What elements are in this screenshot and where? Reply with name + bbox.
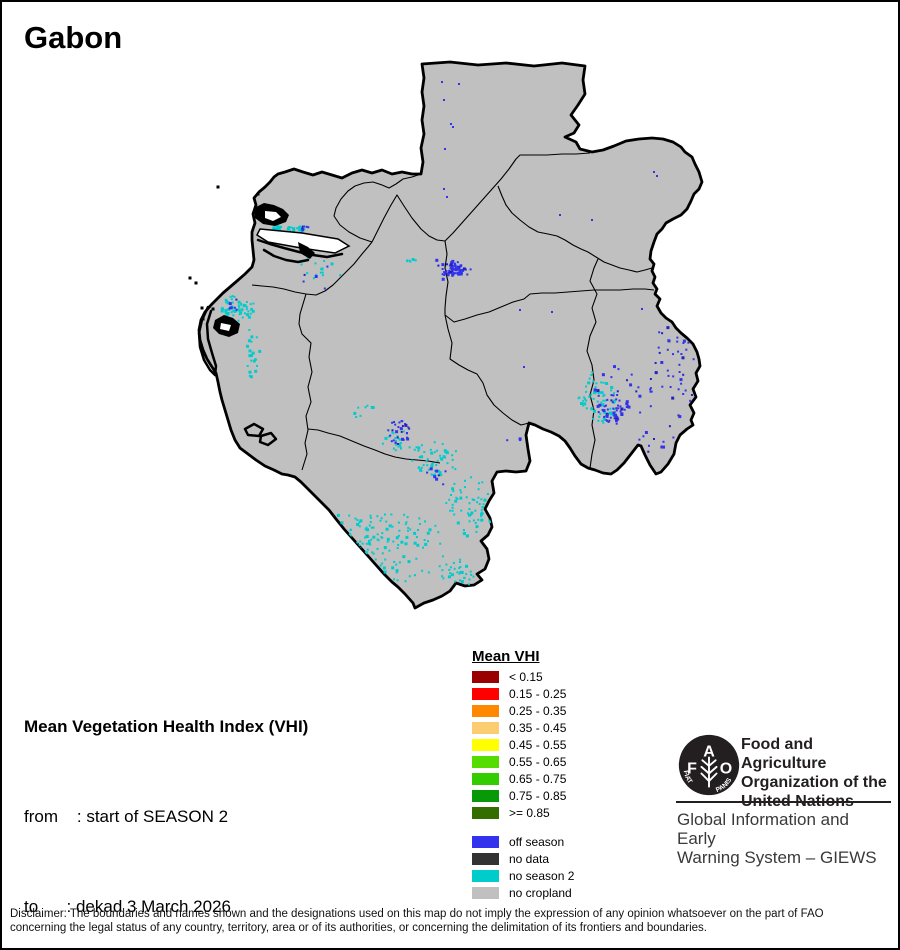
legend-swatch — [472, 790, 499, 802]
legend-label: 0.15 - 0.25 — [509, 687, 567, 701]
legend-label: no season 2 — [509, 869, 575, 883]
legend-swatch — [472, 722, 499, 734]
info-line-title: Mean Vegetation Health Index (VHI) — [24, 717, 309, 736]
legend: Mean VHI < 0.15 0.15 - 0.25 0.25 - 0.35 0.3… — [472, 648, 574, 904]
gabon-map-canvas — [188, 60, 704, 610]
legend-label: 0.75 - 0.85 — [509, 789, 567, 803]
legend-extras: off season no data no season 2 no cropland — [472, 836, 574, 899]
info-line-from: from : start of SEASON 2 — [24, 807, 229, 826]
legend-swatch — [472, 756, 499, 768]
svg-text:O: O — [720, 759, 732, 777]
legend-label: >= 0.85 — [509, 806, 550, 820]
legend-row: 0.75 - 0.85 — [472, 790, 574, 802]
legend-classes: < 0.15 0.15 - 0.25 0.25 - 0.35 0.35 - 0.45 0… — [472, 671, 574, 819]
legend-label: off season — [509, 835, 565, 849]
info-line-to: to : dekad 3 March 2026 — [24, 897, 231, 916]
legend-row: < 0.15 — [472, 671, 574, 683]
svg-text:FIAT: FIAT — [682, 770, 694, 785]
legend-title: Mean VHI — [472, 648, 540, 665]
legend-row: no season 2 — [472, 870, 574, 882]
legend-swatch — [472, 807, 499, 819]
legend-row: off season — [472, 836, 574, 848]
legend-row: 0.35 - 0.45 — [472, 722, 574, 734]
legend-label: 0.35 - 0.45 — [509, 721, 567, 735]
legend-label: 0.25 - 0.35 — [509, 704, 567, 718]
svg-text:A: A — [703, 743, 715, 761]
legend-row: 0.25 - 0.35 — [472, 705, 574, 717]
legend-label: 0.65 - 0.75 — [509, 772, 567, 786]
legend-label: < 0.15 — [509, 670, 543, 684]
legend-row: 0.55 - 0.65 — [472, 756, 574, 768]
legend-swatch — [472, 887, 499, 899]
map-info-block: Mean Vegetation Health Index (VHI) from … — [24, 652, 323, 948]
legend-swatch — [472, 688, 499, 700]
page-title: Gabon — [24, 20, 123, 55]
legend-swatch — [472, 870, 499, 882]
footer-divider — [676, 801, 891, 803]
legend-swatch — [472, 739, 499, 751]
legend-swatch — [472, 705, 499, 717]
svg-text:F: F — [687, 759, 697, 777]
legend-row: 0.65 - 0.75 — [472, 773, 574, 785]
legend-row: no data — [472, 853, 574, 865]
legend-label: 0.55 - 0.65 — [509, 755, 567, 769]
legend-label: no cropland — [509, 886, 572, 900]
gabon-map — [185, 54, 727, 654]
legend-row: no cropland — [472, 887, 574, 899]
disclaimer-text: Disclaimer: The boundaries and names sho… — [10, 908, 824, 934]
fao-org-name: Food and Agriculture Organization of the… — [741, 736, 887, 810]
legend-row: 0.45 - 0.55 — [472, 739, 574, 751]
legend-label: no data — [509, 852, 550, 866]
legend-swatch — [472, 836, 499, 848]
legend-row: >= 0.85 — [472, 807, 574, 819]
giews-name: Global Information and Early Warning Sys… — [677, 810, 877, 867]
legend-label: 0.45 - 0.55 — [509, 738, 567, 752]
legend-swatch — [472, 671, 499, 683]
legend-row: 0.15 - 0.25 — [472, 688, 574, 700]
legend-swatch — [472, 773, 499, 785]
legend-swatch — [472, 853, 499, 865]
